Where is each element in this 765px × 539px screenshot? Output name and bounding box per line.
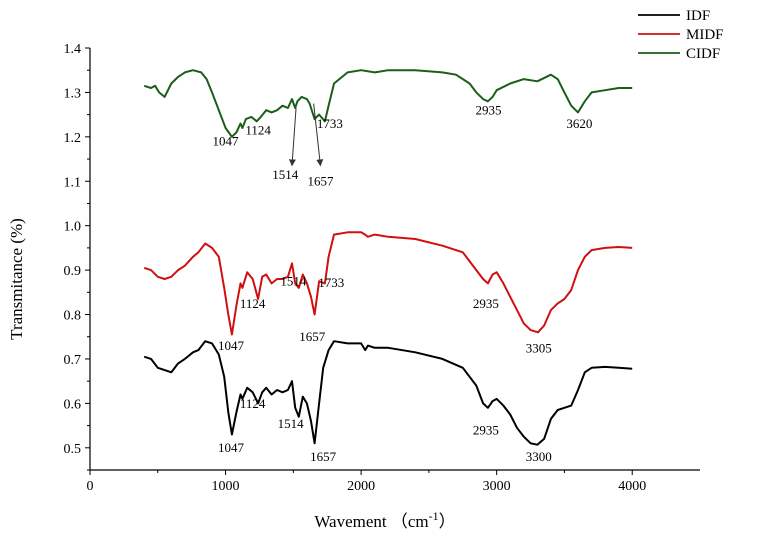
peak-label: 1733 [317, 116, 343, 131]
legend-label-cidf: CIDF [686, 46, 720, 62]
peak-label: 1514 [278, 416, 305, 431]
x-axis-title: Wavement （cm-1） [314, 509, 455, 531]
series-lines [143, 69, 633, 446]
x-tick-label: 0 [87, 479, 94, 494]
peak-label: 2935 [473, 422, 499, 437]
peak-label: 1124 [240, 296, 266, 311]
peak-label: 2935 [476, 103, 502, 118]
x-axis-title-main: Wavement （cm [314, 512, 428, 531]
peak-label: 2935 [473, 296, 499, 311]
y-tick-label: 0.9 [64, 264, 82, 279]
y-tick-label: 1.1 [64, 175, 82, 190]
peak-label: 1047 [218, 440, 245, 455]
x-tick-label: 2000 [347, 479, 375, 494]
peak-label: 1514 [272, 167, 299, 182]
y-tick-label: 0.6 [64, 397, 82, 412]
y-tick-label: 1.3 [64, 86, 82, 101]
peak-label: 1124 [240, 396, 266, 411]
x-tick-label: 1000 [212, 479, 240, 494]
peak-label: 3305 [526, 340, 552, 355]
x-tick-label: 4000 [618, 479, 646, 494]
legend: IDF MIDF CIDF [638, 8, 724, 62]
peak-label: 1657 [310, 449, 337, 464]
peak-label: 1657 [307, 174, 334, 189]
annotation-arrow [288, 107, 297, 167]
y-tick-label: 1.2 [64, 131, 82, 146]
legend-label-idf: IDF [686, 8, 710, 24]
x-axis-title-sup: -1 [429, 509, 439, 523]
x-axis-title-close: ） [439, 512, 456, 531]
annotation-arrow [313, 103, 324, 167]
peak-label: 1657 [299, 329, 326, 344]
peak-label: 1047 [218, 338, 245, 353]
y-tick-label: 0.5 [64, 442, 82, 457]
y-axis-title: Transmitance (%) [7, 218, 26, 340]
y-tick-label: 0.7 [64, 353, 82, 368]
peak-label: 3300 [526, 449, 552, 464]
peak-label: 1047 [213, 134, 240, 149]
peak-label: 1733 [318, 275, 344, 290]
axes: 0 1000 2000 3000 4000 0.5 0.6 0.7 0.8 0.9 1.0 1.1 1.… [64, 42, 700, 494]
legend-label-midf: MIDF [686, 27, 724, 43]
peak-label: 1124 [245, 123, 271, 138]
series-line-cidf [143, 69, 633, 138]
peak-label: 1514 [280, 274, 307, 289]
y-tick-label: 0.8 [64, 309, 82, 324]
y-tick-label: 1.0 [64, 220, 82, 235]
series-line-midf [143, 231, 633, 336]
series-line-idf [143, 340, 633, 446]
peak-label: 3620 [566, 116, 592, 131]
y-tick-label: 1.4 [64, 42, 82, 57]
x-tick-label: 3000 [483, 479, 511, 494]
peak-annotations: 1047 1124 1514 1657 1733 2935 3620 1124 1514 1733… [213, 103, 593, 464]
